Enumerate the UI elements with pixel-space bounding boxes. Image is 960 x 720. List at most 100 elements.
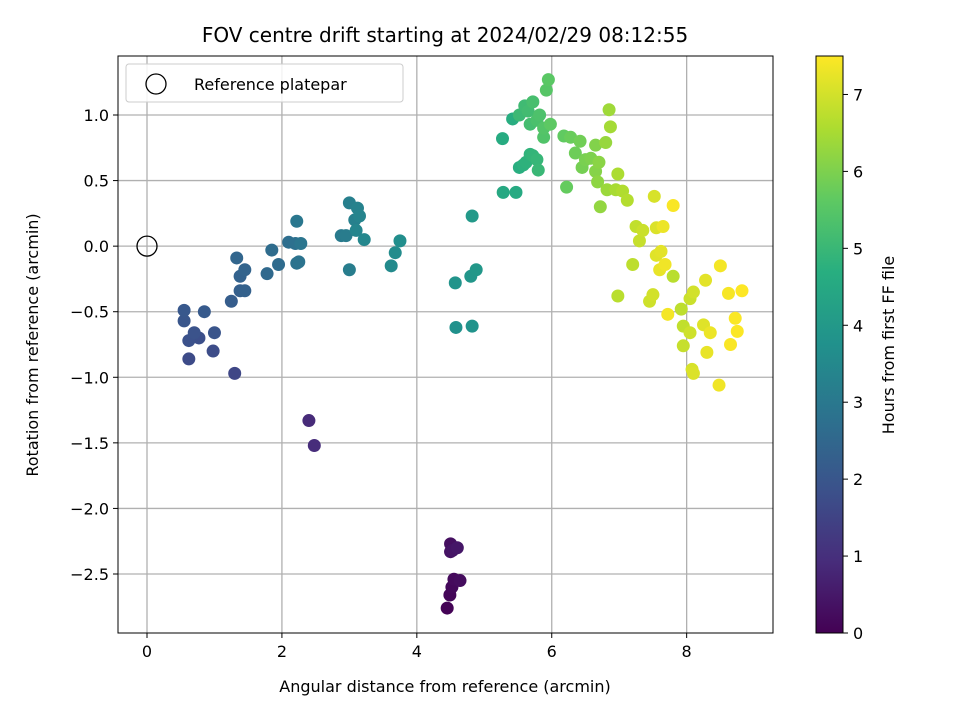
- x-tick-label: 2: [277, 642, 287, 661]
- data-point: [238, 284, 252, 298]
- colorbar-tick-label: 1: [853, 547, 863, 566]
- data-point: [450, 541, 464, 555]
- y-tick-label: −2.0: [70, 499, 109, 518]
- data-point: [632, 234, 646, 248]
- data-point: [533, 108, 547, 122]
- data-point: [357, 233, 371, 247]
- data-point: [712, 378, 726, 392]
- colorbar-tick-label: 0: [853, 624, 863, 643]
- data-points: [177, 73, 749, 615]
- colorbar-tick-label: 2: [853, 470, 863, 489]
- data-point: [721, 286, 735, 300]
- data-point: [182, 352, 196, 366]
- data-point: [647, 189, 661, 203]
- legend-marker-icon: [145, 73, 167, 95]
- data-point: [440, 601, 454, 615]
- data-point: [724, 338, 738, 351]
- data-point: [599, 136, 613, 150]
- data-point: [713, 259, 727, 273]
- data-point: [666, 198, 680, 212]
- data-point: [302, 414, 316, 428]
- data-point: [228, 366, 242, 380]
- y-tick-label: 0.5: [84, 172, 109, 191]
- plot-frame: [117, 55, 774, 634]
- y-tick-label: −1.0: [70, 368, 109, 387]
- data-point: [230, 251, 244, 265]
- legend-entry-reference: Reference platepar: [194, 75, 347, 94]
- legend: Reference platepar: [125, 63, 404, 103]
- data-point: [265, 243, 279, 257]
- y-tick-label: −1.5: [70, 434, 109, 453]
- data-point: [700, 345, 714, 359]
- data-point: [465, 209, 479, 223]
- colorbar-ticks: 0 1 2 3 4 5 6 7: [843, 85, 863, 643]
- data-point: [294, 237, 308, 251]
- y-tick-label: 0.0: [84, 237, 109, 256]
- legend-box: [125, 63, 404, 103]
- data-point: [453, 574, 467, 588]
- y-axis-ticks: −2.5 −2.0 −1.5 −1.0 −0.5 0.0 0.5 1.0: [70, 106, 118, 584]
- data-point: [539, 83, 553, 97]
- chart-title: FOV centre drift starting at 2024/02/29 …: [202, 23, 688, 47]
- data-point: [465, 319, 479, 333]
- data-point: [592, 155, 606, 169]
- data-point: [646, 288, 660, 302]
- data-point: [469, 263, 483, 277]
- data-point: [197, 305, 211, 319]
- data-point: [686, 366, 700, 380]
- reference-marker-layer: [136, 235, 158, 257]
- data-point: [620, 193, 634, 207]
- data-point: [636, 223, 650, 237]
- x-tick-label: 0: [142, 642, 152, 661]
- data-point: [611, 167, 625, 181]
- colorbar-tick-label: 4: [853, 316, 863, 335]
- data-point: [339, 229, 353, 243]
- y-tick-label: −2.5: [70, 565, 109, 584]
- data-point: [666, 269, 680, 283]
- y-tick-label: −0.5: [70, 303, 109, 322]
- data-point: [686, 285, 700, 299]
- data-point: [349, 223, 363, 237]
- x-tick-label: 8: [682, 642, 692, 661]
- data-point: [530, 153, 544, 167]
- data-point: [526, 95, 540, 109]
- data-point: [290, 214, 304, 228]
- data-point: [626, 258, 640, 272]
- data-point: [676, 339, 690, 353]
- y-tick-label: 1.0: [84, 106, 109, 125]
- data-point: [177, 314, 191, 328]
- data-point: [260, 267, 274, 281]
- data-point: [388, 246, 402, 260]
- colorbar-tick-label: 6: [853, 162, 863, 181]
- data-point: [611, 289, 625, 303]
- data-point: [393, 234, 407, 248]
- data-point: [496, 132, 510, 146]
- data-point: [656, 219, 670, 233]
- data-point: [658, 258, 672, 272]
- data-point: [238, 263, 252, 277]
- data-point: [541, 73, 555, 87]
- data-point: [342, 263, 356, 277]
- data-point: [730, 324, 744, 338]
- data-point: [496, 185, 510, 199]
- y-axis-label: Rotation from reference (arcmin): [23, 213, 42, 476]
- data-point: [307, 438, 321, 452]
- data-point: [352, 209, 366, 223]
- data-point: [509, 185, 523, 199]
- data-point: [531, 163, 545, 177]
- data-point: [603, 120, 617, 134]
- data-point: [224, 294, 238, 308]
- data-point: [683, 326, 697, 340]
- data-point: [703, 326, 717, 340]
- data-point: [292, 255, 306, 269]
- data-point: [568, 146, 582, 160]
- data-point: [602, 103, 616, 117]
- x-tick-label: 6: [547, 642, 557, 661]
- colorbar-label: Hours from first FF file: [879, 256, 898, 435]
- data-point: [674, 302, 688, 316]
- data-point: [593, 200, 607, 214]
- data-point: [384, 259, 398, 273]
- data-point: [187, 326, 201, 340]
- colorbar-tick-label: 3: [853, 393, 863, 412]
- data-point: [654, 244, 668, 258]
